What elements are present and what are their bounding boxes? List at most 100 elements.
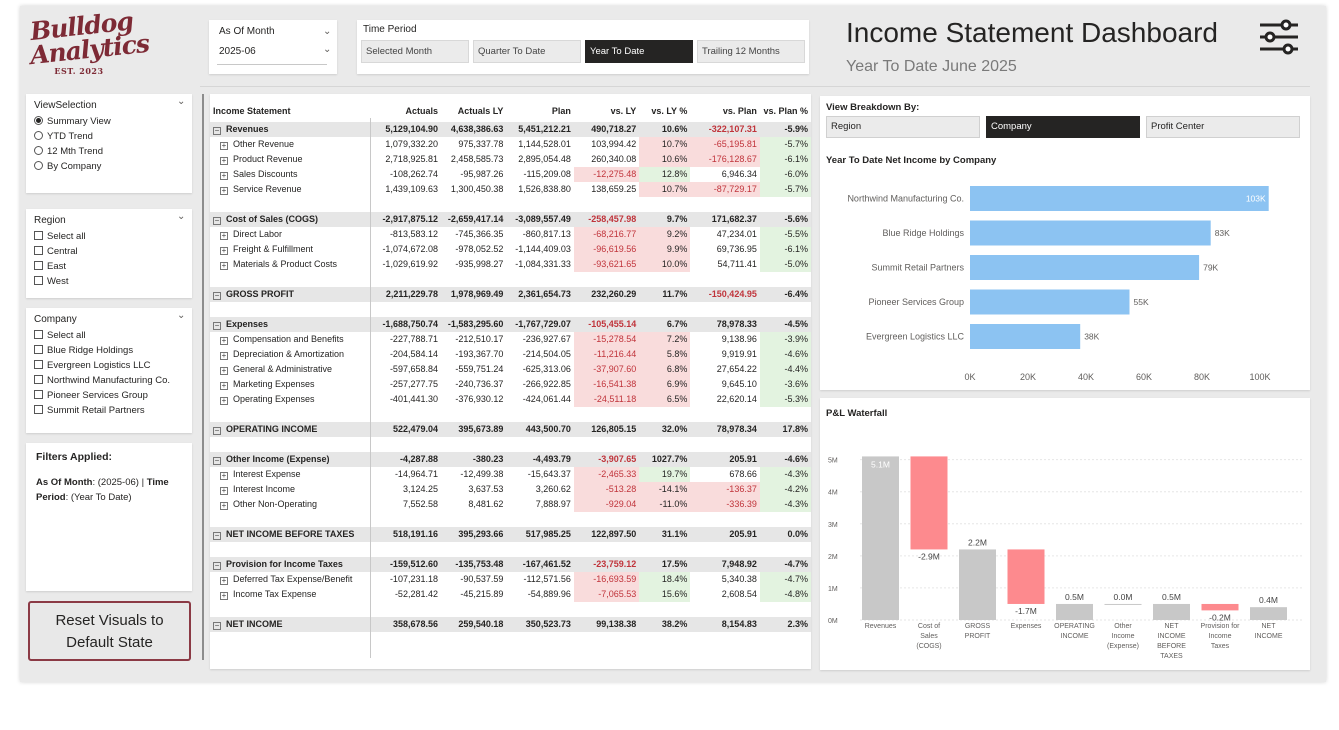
reset-visuals-button[interactable]: Reset Visuals to Default State xyxy=(28,601,191,661)
radio-icon[interactable] xyxy=(34,146,43,155)
checkbox-icon[interactable] xyxy=(34,360,43,369)
as-of-month-value[interactable]: 2025-06 xyxy=(219,46,256,57)
time-period-selected-month[interactable]: Selected Month xyxy=(361,40,469,63)
value-cell: -1,084,331.33 xyxy=(515,259,571,269)
radio-selected-icon[interactable] xyxy=(34,116,43,125)
value-cell: -240,736.37 xyxy=(455,379,504,389)
time-period-trailing-12-months[interactable]: Trailing 12 Months xyxy=(697,40,805,63)
checkbox-icon[interactable] xyxy=(34,405,43,414)
region-option-west[interactable]: West xyxy=(34,274,184,289)
collapse-icon[interactable]: − xyxy=(213,531,221,540)
spacer-cell xyxy=(210,512,811,527)
breakdown-company-button[interactable]: Company xyxy=(986,116,1140,138)
checkbox-icon[interactable] xyxy=(34,345,43,354)
expand-icon[interactable]: + xyxy=(220,186,228,195)
dropdown-chevron-icon[interactable]: ⌄ xyxy=(323,44,332,55)
column-header[interactable]: Income Statement xyxy=(213,106,291,116)
column-header[interactable]: Plan xyxy=(551,106,571,116)
value-cell: -257,277.75 xyxy=(389,379,438,389)
expand-icon[interactable]: + xyxy=(220,231,228,240)
expand-icon[interactable]: + xyxy=(220,366,228,375)
value-cell: -14,964.71 xyxy=(394,469,438,479)
expand-icon[interactable]: + xyxy=(220,261,228,270)
y-tick-label: 1M xyxy=(828,586,838,593)
checkbox-icon[interactable] xyxy=(34,375,43,384)
collapse-icon[interactable]: − xyxy=(213,426,221,435)
company-option-select-all[interactable]: Select all xyxy=(34,328,184,343)
region-option-central[interactable]: Central xyxy=(34,244,184,259)
checkbox-icon[interactable] xyxy=(34,246,43,255)
value-cell: -4,493.79 xyxy=(506,452,574,467)
time-period-year-to-date[interactable]: Year To Date xyxy=(585,40,693,63)
option-label: Summary View xyxy=(47,116,111,127)
category-label: Blue Ridge Holdings xyxy=(882,228,964,238)
collapse-icon[interactable]: − xyxy=(213,216,221,225)
view-option-12-mth-trend[interactable]: 12 Mth Trend xyxy=(34,144,184,159)
as-of-month-slicer[interactable]: As Of Month ⌄ 2025-06 ⌄ xyxy=(209,20,337,74)
collapse-icon[interactable]: − xyxy=(213,291,221,300)
collapse-icon[interactable]: − xyxy=(213,126,221,135)
breakdown-region-button[interactable]: Region xyxy=(826,116,980,138)
value-cell: 7,888.97 xyxy=(535,499,571,509)
table-group-row: − Other Income (Expense) -4,287.88 -380.23-… xyxy=(210,452,811,467)
radio-icon[interactable] xyxy=(34,161,43,170)
expand-icon[interactable]: + xyxy=(220,336,228,345)
collapse-icon[interactable]: − xyxy=(213,456,221,465)
expand-icon[interactable]: + xyxy=(220,591,228,600)
time-period-quarter-to-date[interactable]: Quarter To Date xyxy=(473,40,581,63)
column-header[interactable]: Actuals xyxy=(405,106,438,116)
value-cell: 3,124.25 xyxy=(402,484,438,494)
y-tick-label: 5M xyxy=(828,458,838,465)
net-income-by-company-title: Year To Date Net Income by Company xyxy=(826,155,997,166)
value-cell: 6,946.34 xyxy=(721,169,757,179)
chevron-down-icon[interactable]: ⌄ xyxy=(323,26,332,37)
checkbox-icon[interactable] xyxy=(34,390,43,399)
chevron-down-icon[interactable]: ⌄ xyxy=(177,96,186,107)
expand-icon[interactable]: + xyxy=(220,396,228,405)
breakdown-profit-center-button[interactable]: Profit Center xyxy=(1146,116,1300,138)
value-cell: -258,457.98 xyxy=(573,212,640,227)
checkbox-icon[interactable] xyxy=(34,330,43,339)
chevron-down-icon[interactable]: ⌄ xyxy=(177,211,186,222)
table-row: + Interest Income 3,124.25 3,637.53 3,260.62… xyxy=(210,482,811,497)
column-header[interactable]: Actuals LY xyxy=(457,106,504,116)
region-option-east[interactable]: East xyxy=(34,259,184,274)
value-cell: -150,424.95 xyxy=(690,287,760,302)
expand-icon[interactable]: + xyxy=(220,471,228,480)
expand-icon[interactable]: + xyxy=(220,351,228,360)
company-option-northwind[interactable]: Northwind Manufacturing Co. xyxy=(34,373,184,388)
view-option-ytd-trend[interactable]: YTD Trend xyxy=(34,129,184,144)
chevron-down-icon[interactable]: ⌄ xyxy=(177,310,186,321)
region-option-select-all[interactable]: Select all xyxy=(34,229,184,244)
company-option-summit[interactable]: Summit Retail Partners xyxy=(34,403,184,418)
expand-icon[interactable]: + xyxy=(220,171,228,180)
company-option-evergreen[interactable]: Evergreen Logistics LLC xyxy=(34,358,184,373)
expand-icon[interactable]: + xyxy=(220,381,228,390)
expand-icon[interactable]: + xyxy=(220,501,228,510)
row-label: + Freight & Fulfillment xyxy=(210,242,371,257)
sliders-icon[interactable] xyxy=(1256,17,1302,57)
expand-icon[interactable]: + xyxy=(220,156,228,165)
radio-icon[interactable] xyxy=(34,131,43,140)
expand-icon[interactable]: + xyxy=(220,576,228,585)
waterfall-bar xyxy=(1201,603,1239,611)
column-header[interactable]: vs. LY % xyxy=(651,106,688,116)
column-header[interactable]: vs. Plan % xyxy=(763,106,808,116)
expand-icon[interactable]: + xyxy=(220,246,228,255)
collapse-icon[interactable]: − xyxy=(213,621,221,630)
view-option-summary[interactable]: Summary View xyxy=(34,114,184,129)
checkbox-icon[interactable] xyxy=(34,261,43,270)
collapse-icon[interactable]: − xyxy=(213,561,221,570)
checkbox-icon[interactable] xyxy=(34,276,43,285)
column-header[interactable]: vs. LY xyxy=(610,106,637,116)
value-cell: -87,729.17 xyxy=(690,182,760,197)
view-option-by-company[interactable]: By Company xyxy=(34,159,184,174)
checkbox-icon[interactable] xyxy=(34,231,43,240)
expand-icon[interactable]: + xyxy=(220,486,228,495)
company-option-pioneer[interactable]: Pioneer Services Group xyxy=(34,388,184,403)
collapse-icon[interactable]: − xyxy=(213,321,221,330)
column-header[interactable]: vs. Plan xyxy=(722,106,757,116)
expand-icon[interactable]: + xyxy=(220,141,228,150)
row-label-text: Sales Discounts xyxy=(233,169,298,179)
company-option-blue-ridge[interactable]: Blue Ridge Holdings xyxy=(34,343,184,358)
